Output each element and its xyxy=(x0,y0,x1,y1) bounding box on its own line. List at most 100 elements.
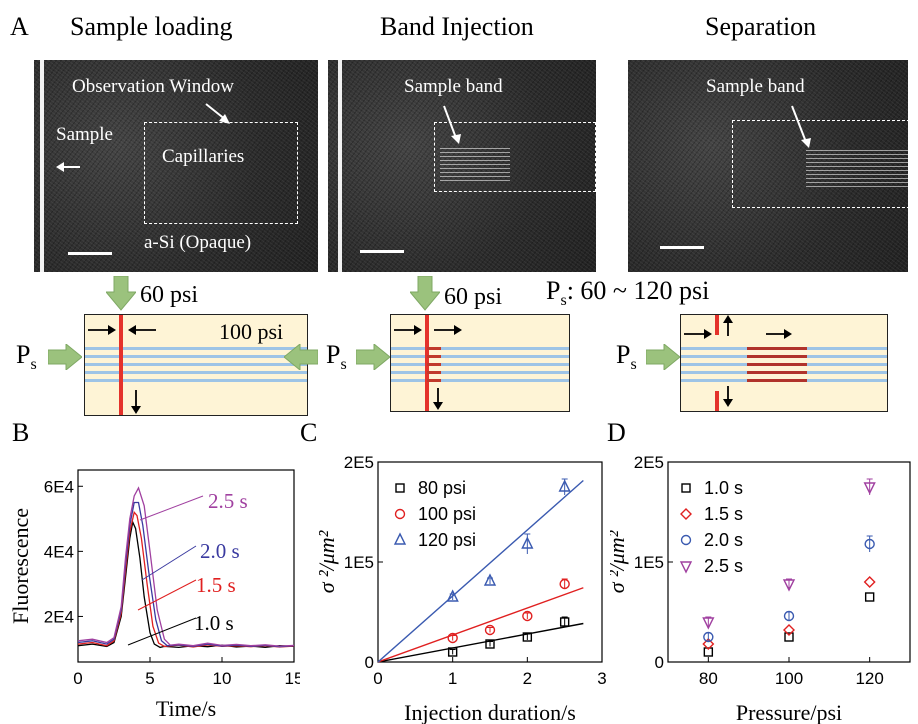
data-point xyxy=(485,639,495,649)
y-tick-label: 6E4 xyxy=(44,477,74,496)
legend-marker xyxy=(394,508,406,520)
scale-bar xyxy=(68,252,112,255)
y-tick-label: 4E4 xyxy=(44,542,74,561)
schem3-flow-arrows-icon xyxy=(684,315,792,407)
channel xyxy=(391,355,569,358)
channel xyxy=(391,379,569,382)
legend-marker xyxy=(395,483,405,493)
annotation-label: 1.0 s xyxy=(194,611,234,635)
schem1-right-pressure: 100 psi xyxy=(219,319,284,344)
channel xyxy=(85,363,307,366)
x-axis-label: Time/s xyxy=(156,696,216,721)
data-point xyxy=(446,589,459,602)
scale-bar xyxy=(660,246,704,249)
arrow-band-icon xyxy=(443,105,461,144)
y-tick-label: 1E5 xyxy=(344,553,374,572)
legend-label: 2.0 s xyxy=(704,530,743,550)
data-point xyxy=(702,638,715,650)
injected-band xyxy=(427,347,441,382)
x-tick-label: 100 xyxy=(775,669,803,688)
data-point xyxy=(447,632,458,644)
data-point xyxy=(703,647,714,657)
channel-edge xyxy=(338,60,342,272)
y-tick-label: 2E5 xyxy=(344,453,374,472)
ps-arrow-icon xyxy=(48,344,82,370)
legend-label: 1.0 s xyxy=(704,478,743,498)
sample-band-label: Sample band xyxy=(706,76,805,97)
fit-line-2 xyxy=(377,479,584,663)
x-tick-label: 1 xyxy=(448,669,457,688)
y-tick-label: 0 xyxy=(365,653,374,672)
y-axis-label: σ ²/μm² xyxy=(314,530,339,593)
micrograph-band-injection: Sample band xyxy=(328,60,596,272)
counter-pressure-arrow-icon xyxy=(284,344,318,370)
sample-channel-red-bottom xyxy=(715,391,719,411)
legend-label: 2.5 s xyxy=(704,556,743,576)
sample-label: Sample xyxy=(56,124,113,145)
x-axis-label: Pressure/psi xyxy=(736,700,842,724)
channel xyxy=(391,363,569,366)
data-point xyxy=(784,632,794,642)
data-point xyxy=(864,592,875,602)
fit-line-0 xyxy=(377,622,584,663)
schematic-band-injection xyxy=(390,314,570,412)
x-tick-label: 3 xyxy=(597,669,606,688)
annotation-label: 2.5 s xyxy=(208,489,248,513)
channel xyxy=(391,371,569,374)
x-tick-label: 15 xyxy=(285,669,300,688)
schematic-sample-loading: 100 psi xyxy=(84,314,308,416)
x-tick-label: 0 xyxy=(373,669,382,688)
title-band-injection: Band Injection xyxy=(380,12,534,41)
data-point xyxy=(522,632,533,642)
chart-c-variance-vs-duration: 0 1 2 3 0 1E5 2E5 Injection duration/s σ ²/μm² 80… xyxy=(314,453,607,724)
data-point xyxy=(702,617,715,630)
x-tick-label: 5 xyxy=(145,669,154,688)
data-point xyxy=(447,647,458,657)
pressure-down-arrow-icon xyxy=(410,276,440,311)
title-sample-loading: Sample loading xyxy=(70,12,233,41)
annotation-leader xyxy=(141,545,197,581)
annotation-leader xyxy=(139,495,204,521)
x-tick-label: 80 xyxy=(699,669,718,688)
legend-marker xyxy=(680,534,692,546)
y-tick-label: 1E5 xyxy=(634,553,664,572)
schem1-top-pressure: 60 psi xyxy=(140,282,199,308)
y-axis-label: Fluorescence xyxy=(8,508,33,624)
x-tick-label: 2 xyxy=(523,669,532,688)
series-line-25s xyxy=(77,486,295,647)
panel-label-b: B xyxy=(12,418,30,447)
schem2-top-pressure: 60 psi xyxy=(444,284,503,310)
sample-band-stripes xyxy=(440,148,510,184)
series-line-10s xyxy=(77,519,295,649)
sample-channel-red-top xyxy=(715,315,719,335)
sample-band-stripes xyxy=(806,150,908,190)
annotation-label: 1.5 s xyxy=(196,573,236,597)
legend-marker xyxy=(393,532,407,545)
chart-b-fluorescence: 0 5 10 15 2E4 4E4 6E4 Time/s Fluorescence 2.5 s 2.… xyxy=(8,469,300,721)
annotation-label: 2.0 s xyxy=(200,539,240,563)
panel-label-d: D xyxy=(607,418,626,447)
legend-label: 120 psi xyxy=(418,530,476,550)
data-point xyxy=(863,482,876,495)
observation-window-box xyxy=(732,120,908,208)
ps-arrow-icon xyxy=(646,344,680,370)
micrograph-separation: Sample band xyxy=(628,60,908,272)
plot-frame xyxy=(77,469,295,663)
schem2-ps-label: Ps xyxy=(326,340,347,374)
legend-marker xyxy=(679,561,693,574)
chart-d-variance-vs-pressure: 80 100 120 0 1E5 2E5 Pressure/psi σ ²/μm² 1.0 s 1… xyxy=(610,453,911,724)
capillaries-label: Capillaries xyxy=(162,146,245,167)
x-tick-label: 0 xyxy=(73,669,82,688)
observation-window-box xyxy=(144,122,298,224)
channel xyxy=(391,347,569,350)
channel xyxy=(85,371,307,374)
annotation-leader xyxy=(127,617,197,646)
channel xyxy=(85,355,307,358)
arrow-sample-icon xyxy=(56,162,80,172)
ps-arrow-icon xyxy=(356,344,390,370)
data-point xyxy=(558,479,571,492)
micrograph-sample-loading: Observation Window Sample Capillaries a-… xyxy=(34,60,318,272)
observation-window-box xyxy=(434,122,596,192)
legend-label: 80 psi xyxy=(418,478,466,498)
schem3-pressure-range: Ps: 60 ~ 120 psi xyxy=(546,276,710,310)
